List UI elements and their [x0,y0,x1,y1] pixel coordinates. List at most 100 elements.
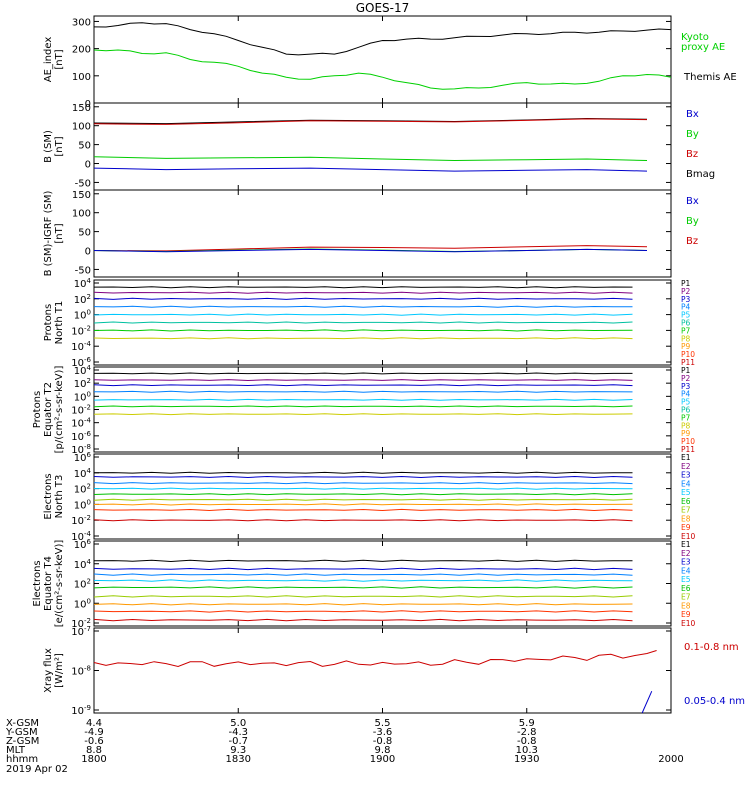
y-tick-label: 0 [85,247,91,258]
y-tick-label: 102 [74,377,91,390]
x-axis-value: 4.4 [86,718,102,729]
y-tick-label: 10-4 [71,530,91,543]
x-axis-value: 1930 [514,754,539,765]
series-line [93,503,633,506]
y-axis-label: Equator T2 [43,382,54,437]
y-tick-label: 102 [74,293,91,306]
y-axis-label: Protons [32,391,43,428]
legend-entry: P5 [681,398,691,407]
x-axis-value: -0.8 [373,736,393,747]
series-line [93,559,633,563]
legend-entry: 0.1-0.8 nm [684,642,739,653]
series-line [93,493,633,496]
legend-entry: P3 [681,382,691,391]
series-line [93,618,633,622]
legend-entry: E10 [681,532,696,541]
legend-entry: E3 [681,471,691,480]
legend-entry: P7 [681,413,691,422]
series-line [93,329,633,332]
y-tick-label: 102 [74,578,91,591]
y-tick-label: -50 [75,265,91,276]
legend-entry: P11 [681,445,695,454]
y-axis-label: [p/(cm²-s-sr-keV)] [54,366,65,454]
y-axis-label: B (SM) [43,130,54,163]
y-tick-label: 100 [74,597,91,610]
legend-entry: Bz [686,149,698,160]
legend-entry: P11 [681,358,695,367]
panel-series [93,117,648,172]
y-tick-label: 100 [72,122,91,133]
legend-entry: By [686,216,699,227]
legend-entry: E5 [681,575,691,584]
x-axis-value: 1830 [226,754,251,765]
x-axis-row-label: MLT [6,745,26,756]
y-axis-label: Electrons [43,473,54,519]
series-line [93,167,648,172]
x-axis-value: 9.8 [375,745,391,756]
series-line [93,248,648,253]
y-tick-label: 10-8 [71,665,91,678]
legend-entry: E8 [681,601,691,610]
legend-entry: E10 [681,619,696,628]
y-tick-label: 100 [72,209,91,220]
x-axis-value: -2.8 [517,727,537,738]
x-axis-value: 9.3 [230,745,246,756]
series-line [93,475,633,479]
series-line [93,337,633,340]
legend-entry: P4 [681,390,691,399]
series-line [93,245,648,252]
series-line [93,573,633,576]
series-line [93,487,633,490]
panel-frame [93,102,672,191]
y-tick-label: 0 [85,160,91,171]
y-tick-label: 10-8 [71,443,91,456]
legend-entry: E1 [681,540,691,549]
series-line [93,156,648,162]
y-tick-label: 100 [74,390,91,403]
y-tick-label: 10-2 [71,514,91,527]
series-line [93,603,633,606]
series-line [93,398,633,401]
y-tick-label: 100 [74,309,91,322]
legend-entry: P7 [681,326,691,335]
y-axis-label: [W/m²] [54,653,65,688]
x-axis-value: -3.6 [373,727,393,738]
y-tick-label: 10-4 [71,417,91,430]
y-axis-label: Protons [43,304,54,341]
series-line [93,413,633,416]
panel-series [93,286,633,340]
panel-series [93,245,648,253]
legend-entry: P10 [681,437,695,446]
x-axis-value: -0.7 [228,736,248,747]
x-axis-value: 1900 [370,754,395,765]
series-line [93,305,633,308]
legend-entry: Kyoto [681,32,709,43]
x-axis-value: -4.3 [228,727,248,738]
series-line [93,321,633,324]
legend-entry: E2 [681,549,691,558]
y-tick-label: 106 [74,538,92,551]
legend-entry: Bz [686,236,698,247]
x-axis-row-label: X-GSM [6,718,39,729]
series-line [93,405,633,408]
panel-frame [93,627,672,714]
series-line [93,379,633,382]
panel-series [93,471,633,522]
y-axis-label: Equator T4 [43,556,54,611]
y-tick-label: 104 [74,364,92,377]
legend-entry: E5 [681,488,691,497]
series-line [93,482,633,485]
legend-entry: E1 [681,453,691,462]
y-axis-label: [e/(cm²-s-sr-keV)] [54,540,65,628]
series-line [93,586,633,589]
legend-entry: P8 [681,334,691,343]
y-tick-label: -50 [75,178,91,189]
series-line [93,118,648,125]
